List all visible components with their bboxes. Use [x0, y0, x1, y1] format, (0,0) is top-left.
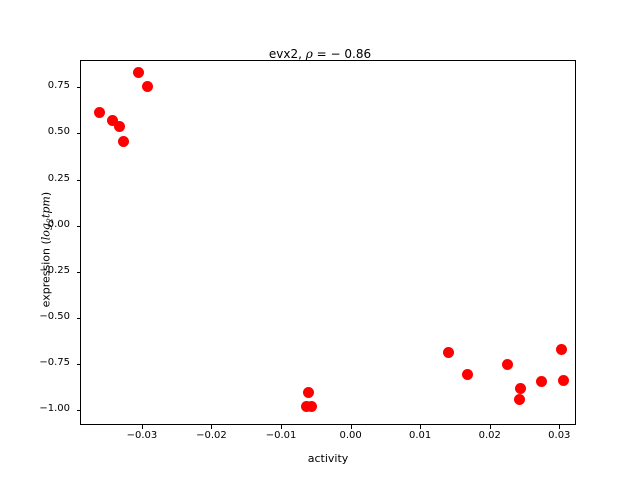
x-tick-label: 0.03	[548, 430, 571, 441]
x-tick-mark	[350, 425, 352, 429]
x-tick-label: −0.01	[265, 430, 297, 441]
y-tick-label: −0.50	[39, 311, 70, 322]
data-point	[300, 400, 312, 412]
chart-title-line1: evx2, ρ = − 0.86	[268, 47, 372, 61]
y-tick-label: 0.00	[47, 218, 70, 230]
x-tick-mark	[559, 425, 561, 429]
y-tick-mark	[76, 364, 80, 366]
y-axis-label-suffix: )	[39, 191, 53, 197]
y-axis-label: expression (log2tpm)	[39, 100, 54, 400]
x-tick-mark	[420, 425, 422, 429]
data-point	[117, 135, 129, 147]
data-point	[133, 67, 145, 79]
y-tick-mark	[76, 271, 80, 273]
data-point	[558, 374, 570, 386]
y-tick-label: −1.00	[39, 403, 70, 415]
x-tick-mark	[281, 425, 283, 429]
x-tick-mark	[141, 425, 143, 429]
x-axis-label: activity	[307, 452, 349, 465]
x-tick-label: 0.01	[409, 430, 432, 441]
plot-data-area	[81, 61, 575, 424]
y-tick-label: 0.75	[47, 80, 70, 92]
y-axis-label-math-rest: tpm	[39, 196, 53, 219]
y-tick-label: −0.75	[39, 357, 70, 369]
y-axis-label-math-base: log	[39, 223, 53, 241]
data-point	[536, 375, 548, 387]
y-tick-label: 0.50	[47, 126, 70, 138]
rho-symbol: ρ	[305, 47, 313, 61]
data-point	[501, 359, 513, 371]
x-tick-mark	[211, 425, 213, 429]
data-point	[142, 81, 154, 93]
data-point	[114, 121, 126, 133]
y-axis-label-math-sub: 2	[45, 218, 55, 224]
data-point	[556, 344, 568, 356]
y-tick-mark	[76, 87, 80, 89]
y-tick-mark	[76, 318, 80, 319]
data-point	[93, 107, 105, 119]
y-tick-label: −0.25	[39, 264, 70, 276]
data-point	[515, 383, 527, 395]
y-tick-mark	[76, 133, 80, 135]
y-tick-label: 0.25	[47, 172, 70, 184]
x-tick-label: −0.02	[196, 430, 227, 441]
x-tick-mark	[489, 425, 491, 429]
data-point	[513, 393, 525, 405]
plot-axes-frame	[80, 60, 576, 425]
data-point	[442, 347, 454, 359]
y-tick-mark	[76, 410, 80, 412]
x-tick-label: −0.03	[126, 430, 158, 441]
x-tick-label: 0.00	[339, 430, 362, 441]
y-axis-label-prefix: expression (	[39, 240, 53, 308]
y-tick-mark	[76, 179, 80, 181]
data-point	[462, 369, 474, 381]
data-point	[106, 114, 118, 126]
x-tick-label: 0.02	[478, 430, 501, 441]
y-tick-mark	[76, 225, 80, 227]
data-point	[306, 401, 318, 412]
data-point	[302, 386, 314, 398]
